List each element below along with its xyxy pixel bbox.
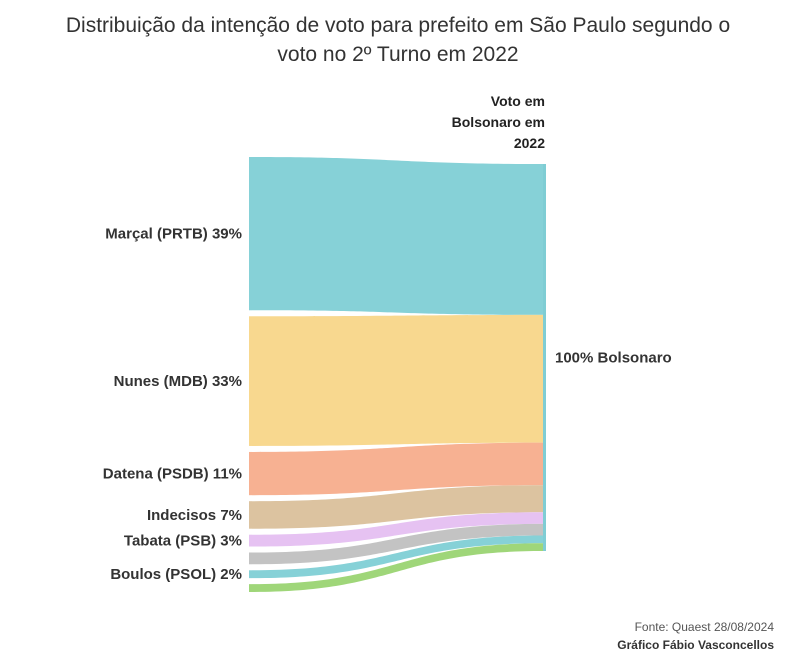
target-header-line-2: 2022	[514, 135, 545, 151]
sankey-link-5	[252, 523, 543, 565]
sankey-source-node-1	[249, 316, 252, 446]
sankey-link-1	[252, 314, 543, 446]
target-header-line-1: Bolsonaro em	[452, 114, 545, 130]
target-header-line-0: Voto em	[491, 93, 545, 109]
sankey-source-node-5	[249, 552, 252, 565]
sankey-link-4	[252, 512, 543, 547]
chart-title-line2: voto no 2º Turno em 2022	[277, 43, 519, 66]
sankey-source-node-7	[249, 584, 252, 592]
sankey-source-label-2: Datena (PSDB) 11%	[103, 466, 242, 483]
sankey-source-node-0	[249, 157, 252, 311]
chart-title-line1: Distribuição da intenção de voto para pr…	[65, 14, 731, 37]
source-note: Fonte: Quaest 28/08/2024	[634, 620, 774, 634]
sankey-target-node	[543, 164, 546, 551]
sankey-source-node-4	[249, 534, 252, 547]
sankey-source-label-0: Marçal (PRTB) 39%	[105, 226, 242, 243]
sankey-source-node-3	[249, 501, 252, 529]
sankey-source-label-3: Indecisos 7%	[147, 507, 242, 524]
sankey-source-label-1: Nunes (MDB) 33%	[114, 373, 242, 390]
sankey-link-7	[252, 543, 543, 592]
sankey-link-0	[252, 157, 543, 315]
sankey-source-label-4: Tabata (PSB) 3%	[124, 533, 242, 550]
sankey-source-node-2	[249, 451, 252, 496]
credit-note: Gráfico Fábio Vasconcellos	[617, 638, 774, 652]
sankey-source-label-6: Boulos (PSOL) 2%	[110, 566, 242, 583]
sankey-target-label: 100% Bolsonaro	[555, 350, 672, 367]
sankey-source-node-6	[249, 570, 252, 579]
sankey-link-2	[252, 442, 543, 496]
sankey-link-6	[252, 535, 543, 579]
sankey-link-3	[252, 485, 543, 529]
